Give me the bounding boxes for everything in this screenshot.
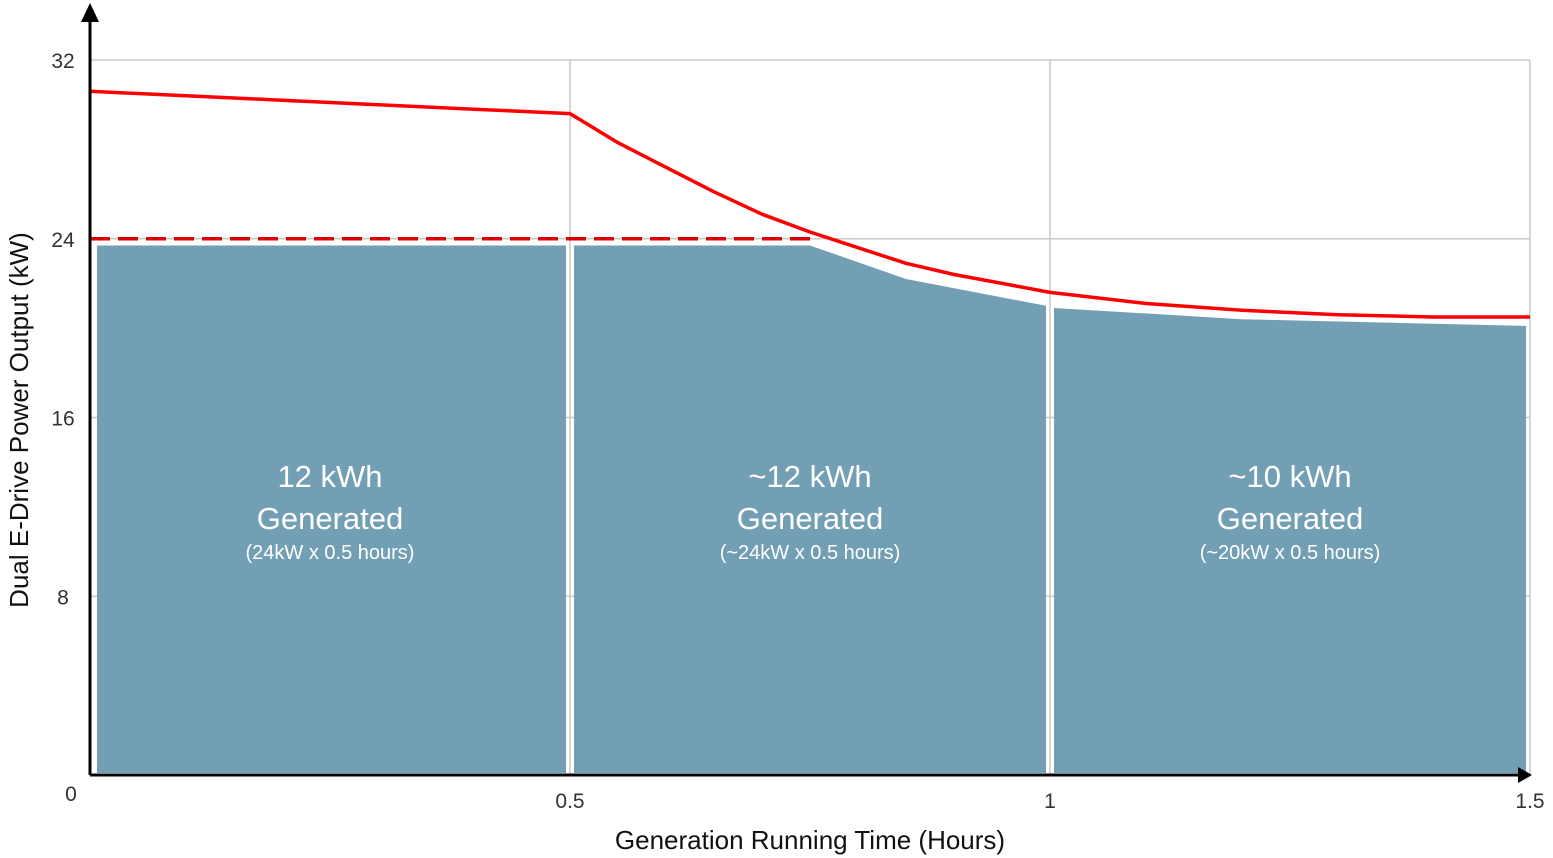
segment-calc-label: (~24kW x 0.5 hours)	[720, 542, 901, 564]
segment-generated-label: Generated	[737, 501, 884, 536]
x-axis-title: Generation Running Time (Hours)	[615, 825, 1005, 855]
ticks: 0 8 16 24 32 0.5 1 1.5	[51, 50, 1544, 813]
segment-calc-label: (~20kW x 0.5 hours)	[1200, 542, 1381, 564]
segment-calc-label: (24kW x 0.5 hours)	[246, 542, 415, 564]
x-tick-label: 0.5	[555, 790, 584, 813]
x-tick-label: 1	[1044, 790, 1056, 813]
y-tick-label: 24	[51, 229, 75, 252]
y-axis-title: Dual E-Drive Power Output (kW)	[4, 232, 34, 608]
axes	[81, 3, 1532, 783]
energy-segment	[97, 245, 566, 773]
energy-segment	[574, 245, 1046, 773]
segment-generated-label: Generated	[257, 501, 404, 536]
segment-generated-label: Generated	[1217, 501, 1364, 536]
segment-energy-label: 12 kWh	[277, 459, 382, 494]
x-axis-arrow	[1518, 767, 1532, 783]
segment-energy-label: ~12 kWh	[748, 459, 871, 494]
segments: 12 kWh Generated (24kW x 0.5 hours) ~12 kWh…	[97, 245, 1526, 773]
max-output-line	[89, 89, 1530, 319]
x-tick-label: 1.5	[1515, 790, 1544, 813]
y-tick-label: 32	[51, 50, 74, 73]
energy-segment	[1054, 308, 1526, 773]
lines	[89, 89, 1530, 319]
segment-energy-label: ~10 kWh	[1228, 459, 1351, 494]
y-tick-label: 0	[65, 783, 77, 806]
y-tick-label: 8	[57, 586, 69, 609]
y-tick-label: 16	[51, 408, 74, 431]
y-axis-arrow	[81, 3, 99, 22]
